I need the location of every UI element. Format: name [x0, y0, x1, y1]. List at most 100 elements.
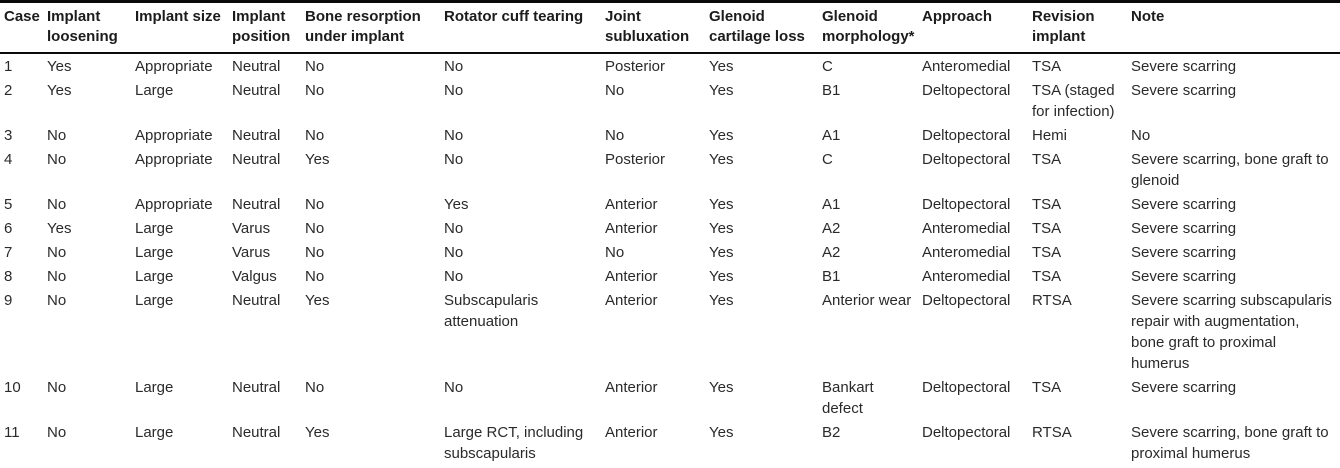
table-cell: Anterior [605, 292, 658, 309]
table-cell: B2 [822, 424, 841, 441]
table-cell: Valgus [232, 268, 277, 285]
table-cell: Posterior [605, 151, 666, 168]
table-cell: Appropriate [135, 127, 213, 144]
table-cell: Anterior [605, 196, 658, 213]
table-cell: Large [135, 424, 174, 441]
table-cell: Neutral [232, 82, 281, 99]
table-cell: Yes [709, 244, 734, 261]
column-header: Glenoid morphology* [822, 8, 915, 45]
table-row: 10 No Large Neutral No No Anterior Yes Bankart d… [0, 375, 1340, 420]
table-cell: Severe scarring [1131, 82, 1237, 99]
table-cell: Varus [232, 220, 271, 237]
table-cell: Anterior [605, 268, 658, 285]
table-cell: C [822, 151, 833, 168]
table-cell: Yes [444, 196, 469, 213]
column-header: Joint subluxation [605, 8, 690, 45]
table-cell: Severe scarring, bone graft to proximal … [1131, 424, 1329, 462]
table-cell: Yes [305, 424, 330, 441]
table-cell: No [1131, 127, 1151, 144]
column-header: Bone resorption under implant [305, 8, 421, 45]
table-cell: Neutral [232, 196, 281, 213]
table-cell: Yes [305, 292, 330, 309]
table-row: 7 No Large Varus No No No Yes A2 Anteromedial TSA S… [0, 240, 1340, 264]
table-cell: Anteromedial [922, 220, 1011, 237]
table-cell: 7 [4, 244, 13, 261]
table-cell: Anteromedial [922, 244, 1011, 261]
table-cell: Deltopectoral [922, 379, 1011, 396]
table-cell: Neutral [232, 379, 281, 396]
table-cell: A2 [822, 244, 841, 261]
column-header: Note [1131, 8, 1165, 25]
table-cell: Deltopectoral [922, 196, 1011, 213]
table-cell: Deltopectoral [922, 292, 1011, 309]
table-cell: Yes [47, 58, 72, 75]
table-row: 5 No Appropriate Neutral No Yes Anterior Yes A1 D… [0, 192, 1340, 216]
table-cell: TSA [1032, 220, 1062, 237]
table-cell: TSA [1032, 58, 1062, 75]
table-cell: No [47, 379, 67, 396]
table-cell: B1 [822, 82, 841, 99]
table-cell: A1 [822, 127, 841, 144]
table-cell: No [305, 82, 325, 99]
table-cell: Severe scarring subscapularis repair wit… [1131, 292, 1332, 372]
column-header: Glenoid cartilage loss [709, 8, 805, 45]
table-row: 8 No Large Valgus No No Anterior Yes B1 Anteromed… [0, 264, 1340, 288]
table-cell: Yes [47, 220, 72, 237]
table-cell: 1 [4, 58, 13, 75]
table-cell: 2 [4, 82, 13, 99]
table-cell: 11 [4, 424, 20, 441]
table-cell: 10 [4, 379, 21, 396]
table-cell: No [444, 379, 464, 396]
table-cell: No [47, 268, 67, 285]
table-cell: Anterior [605, 220, 658, 237]
table-cell: Yes [709, 58, 734, 75]
table-cell: Large [135, 82, 174, 99]
table-cell: 8 [4, 268, 13, 285]
table-cell: RTSA [1032, 424, 1072, 441]
table-cell: TSA (staged for infection) [1032, 82, 1115, 120]
table-cell: 9 [4, 292, 13, 309]
table-cell: Hemi [1032, 127, 1068, 144]
table-row: 11 No Large Neutral Yes Large RCT, including … [0, 420, 1340, 468]
table-cell: Severe scarring [1131, 220, 1237, 237]
table-cell: No [47, 292, 67, 309]
table-row: 2 Yes Large Neutral No No No Yes B1 Deltopectoral… [0, 78, 1340, 123]
table-cell: No [444, 82, 464, 99]
table-cell: No [444, 268, 464, 285]
table-cell: Severe scarring [1131, 379, 1237, 396]
table-cell: Anteromedial [922, 58, 1011, 75]
table-cell: Neutral [232, 292, 281, 309]
table-body: 1 Yes Appropriate Neutral No No Posterior Yes C A… [0, 53, 1340, 468]
table-cell: No [605, 127, 625, 144]
table-cell: Subscapularis attenuation [444, 292, 539, 330]
table-cell: C [822, 58, 833, 75]
header-row: Case Implant loosening Implant size Implant… [0, 1, 1340, 53]
table-cell: Yes [709, 268, 734, 285]
table-cell: A2 [822, 220, 841, 237]
table-cell: Yes [709, 82, 734, 99]
table-cell: Severe scarring [1131, 268, 1237, 285]
table-cell: Appropriate [135, 196, 213, 213]
table-cell: Large [135, 379, 174, 396]
table-cell: TSA [1032, 196, 1062, 213]
table-cell: No [305, 127, 325, 144]
table-cell: Deltopectoral [922, 151, 1011, 168]
table-cell: No [444, 244, 464, 261]
table-row: 9 No Large Neutral Yes Subscapularis attenuat… [0, 288, 1340, 375]
table-cell: No [305, 220, 325, 237]
table-cell: No [444, 220, 464, 237]
table-cell: Deltopectoral [922, 82, 1011, 99]
table-cell: No [47, 127, 67, 144]
table-cell: Deltopectoral [922, 127, 1011, 144]
table-cell: No [305, 196, 325, 213]
table-cell: Severe scarring, bone graft to glenoid [1131, 151, 1329, 189]
table-row: 3 No Appropriate Neutral No No No Yes A1 Deltopec… [0, 123, 1340, 147]
table-cell: No [305, 379, 325, 396]
table-cell: TSA [1032, 379, 1062, 396]
table-cell: Anterior [605, 424, 658, 441]
table-cell: Yes [709, 424, 734, 441]
table-cell: Neutral [232, 127, 281, 144]
table-row: 4 No Appropriate Neutral Yes No Posterior Yes C D… [0, 147, 1340, 192]
table-cell: 3 [4, 127, 13, 144]
